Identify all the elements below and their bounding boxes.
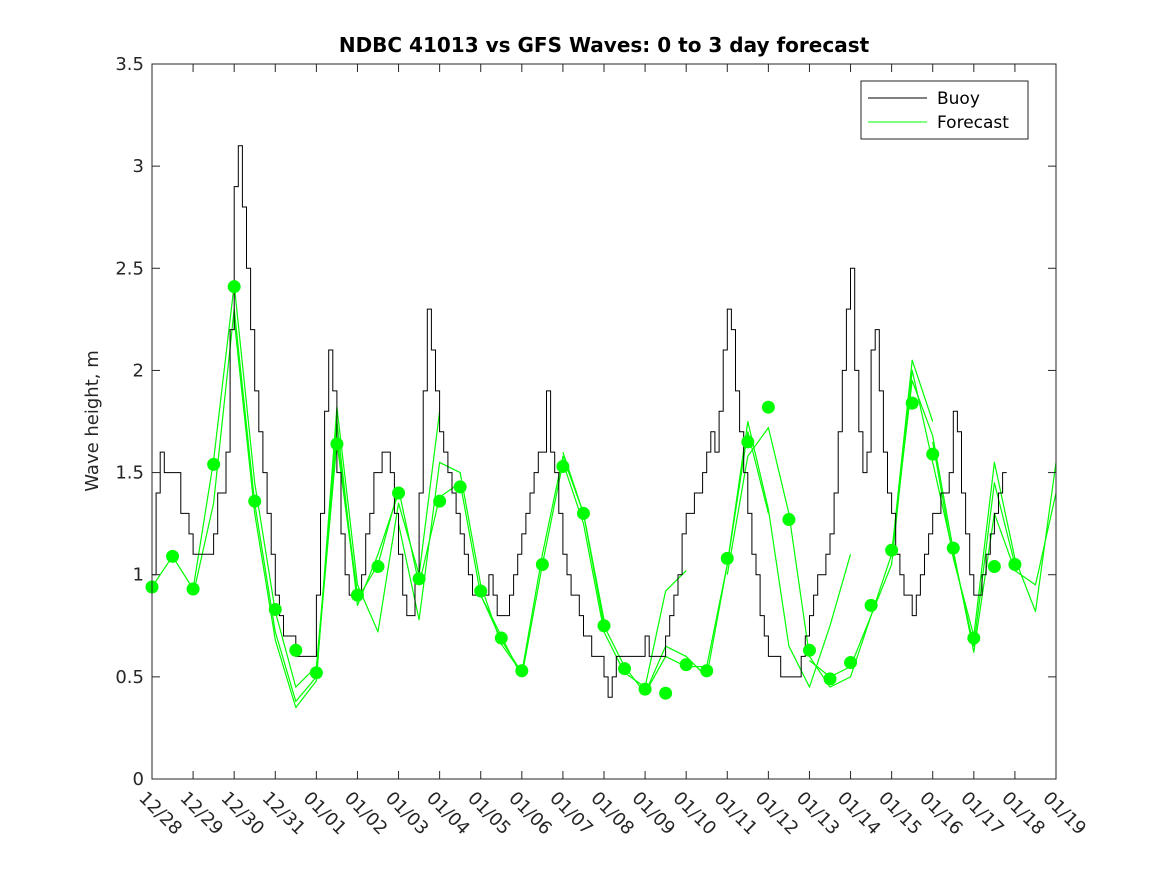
y-tick-label: 2.5 bbox=[115, 258, 144, 279]
forecast-point bbox=[1008, 558, 1022, 571]
buoy-series bbox=[152, 145, 1007, 698]
forecast-line bbox=[932, 441, 1057, 637]
legend-buoy-label: Buoy bbox=[937, 89, 980, 109]
forecast-point bbox=[289, 643, 303, 657]
forecast-point bbox=[166, 549, 180, 563]
y-tick-label: 3 bbox=[133, 156, 144, 177]
forecast-point bbox=[268, 602, 282, 616]
forecast-point bbox=[987, 560, 1001, 574]
forecast-point bbox=[207, 457, 221, 471]
forecast-point bbox=[638, 682, 652, 696]
forecast-point bbox=[700, 664, 714, 678]
forecast-point bbox=[905, 396, 919, 410]
y-axis: 0 0.5 1 1.5 2 2.5 3 3.5 bbox=[115, 54, 1056, 790]
forecast-point bbox=[515, 664, 529, 678]
forecast-point bbox=[618, 662, 632, 676]
y-tick-label: 2 bbox=[133, 360, 144, 381]
y-tick-label: 0 bbox=[133, 769, 144, 790]
forecast-point bbox=[330, 437, 344, 451]
forecast-point bbox=[453, 480, 467, 494]
forecast-point bbox=[761, 400, 775, 414]
forecast-point bbox=[392, 486, 406, 500]
buoy-line bbox=[152, 145, 1007, 698]
forecast-point bbox=[350, 588, 364, 602]
forecast-point bbox=[926, 447, 940, 461]
forecast-line bbox=[726, 359, 934, 688]
forecast-point bbox=[371, 560, 385, 574]
forecast-point bbox=[474, 584, 488, 598]
chart-title: NDBC 41013 vs GFS Waves: 0 to 3 day fore… bbox=[339, 33, 870, 57]
forecast-point bbox=[309, 666, 323, 680]
forecast-point bbox=[576, 506, 590, 520]
forecast-point bbox=[679, 658, 693, 672]
forecast-line bbox=[891, 380, 1057, 653]
y-tick-label: 1.5 bbox=[115, 463, 144, 484]
forecast-point bbox=[433, 494, 447, 508]
forecast-line bbox=[809, 369, 1016, 678]
y-axis-label: Wave height, m bbox=[82, 350, 103, 491]
forecast-point bbox=[782, 513, 796, 527]
forecast-point bbox=[494, 631, 508, 645]
forecast-point bbox=[946, 541, 960, 555]
forecast-point bbox=[227, 280, 241, 294]
legend-forecast-label: Forecast bbox=[937, 113, 1009, 133]
forecast-line bbox=[480, 461, 687, 688]
forecast-point bbox=[967, 631, 981, 645]
forecast-point bbox=[844, 656, 858, 670]
forecast-point bbox=[885, 543, 899, 557]
forecast-point bbox=[412, 572, 426, 586]
plot-area bbox=[145, 63, 1057, 780]
y-tick-label: 0.5 bbox=[115, 667, 144, 688]
forecast-point bbox=[864, 598, 878, 612]
legend-box bbox=[860, 80, 1029, 140]
forecast-point bbox=[823, 672, 837, 686]
forecast-point bbox=[186, 582, 200, 596]
legend: Buoy Forecast bbox=[860, 80, 1029, 140]
forecast-point bbox=[248, 494, 262, 508]
forecast-point bbox=[556, 459, 570, 473]
y-tick-label: 1 bbox=[133, 565, 144, 586]
y-tick-label: 3.5 bbox=[115, 54, 144, 75]
forecast-point bbox=[535, 558, 549, 571]
forecast-point bbox=[597, 619, 611, 633]
forecast-analysis-points bbox=[145, 280, 1022, 700]
forecast-point bbox=[802, 643, 816, 657]
forecast-point bbox=[659, 686, 673, 700]
forecast-point bbox=[741, 435, 755, 449]
forecast-point bbox=[720, 551, 734, 565]
